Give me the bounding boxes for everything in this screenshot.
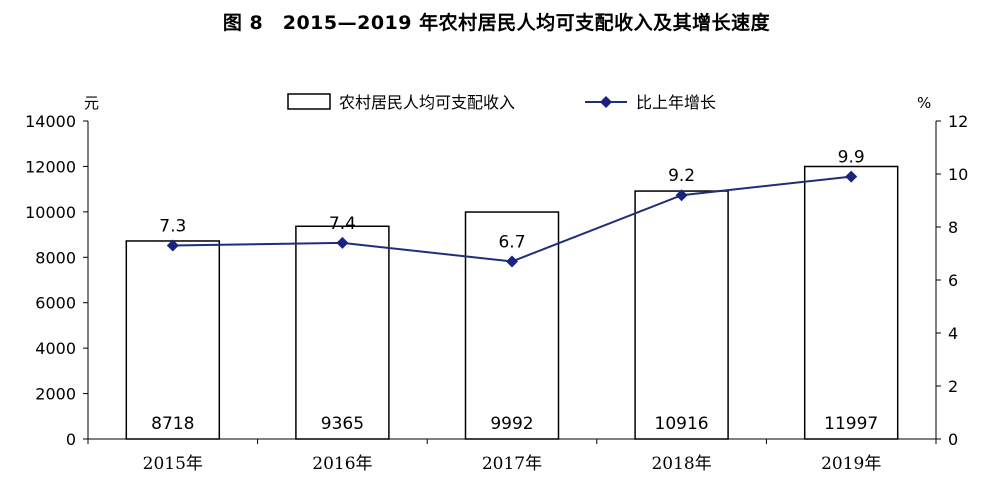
bar — [634, 190, 729, 440]
growth-value-label: 7.3 — [159, 217, 186, 237]
growth-labels: 7.3 7.4 6.7 9.2 9.9 — [159, 148, 864, 253]
right-tick-label: 6 — [948, 271, 958, 290]
bar-labels: 8718 9365 9992 10916 11997 — [151, 414, 878, 434]
bar-value-label: 8718 — [151, 414, 194, 434]
x-tick-label: 2019年 — [821, 454, 881, 474]
bar — [295, 225, 390, 440]
left-tick-label: 2000 — [35, 385, 76, 404]
bar-value-label: 9992 — [490, 414, 533, 434]
growth-point — [166, 239, 179, 252]
legend-bar-swatch — [287, 93, 331, 110]
bars — [125, 165, 899, 440]
growth-line — [166, 170, 858, 268]
left-tick-label: 14000 — [25, 112, 76, 131]
left-tick-label: 10000 — [25, 203, 76, 222]
axes: 0 2000 4000 6000 8000 10000 12000 14000 0 2 4 6 8 10 1… — [25, 94, 968, 474]
growth-value-label: 6.7 — [498, 232, 525, 252]
growth-point — [845, 170, 858, 183]
growth-value-label: 9.2 — [668, 166, 695, 186]
right-tick-label: 0 — [948, 430, 958, 449]
legend-line-marker — [600, 96, 612, 108]
left-tick-label: 0 — [66, 430, 76, 449]
left-axis-unit: 元 — [84, 94, 99, 112]
bar-value-label: 9365 — [321, 414, 364, 434]
x-tick-label: 2016年 — [312, 454, 372, 474]
bar-value-label: 10916 — [655, 414, 709, 434]
growth-value-label: 7.4 — [329, 214, 356, 234]
bar — [125, 240, 221, 440]
x-tick-label: 2015年 — [143, 454, 203, 474]
x-tick-label: 2018年 — [651, 454, 711, 474]
x-tick-label: 2017年 — [482, 454, 542, 474]
growth-point — [506, 255, 518, 268]
right-tick-label: 4 — [948, 324, 958, 343]
right-tick-label: 12 — [948, 112, 968, 131]
left-tick-label: 12000 — [25, 157, 76, 176]
right-tick-label: 2 — [948, 377, 958, 396]
legend-bar-label: 农村居民人均可支配收入 — [339, 93, 515, 112]
bar-value-label: 11997 — [824, 414, 878, 434]
left-tick-label: 4000 — [35, 339, 76, 358]
growth-value-label: 9.9 — [838, 148, 865, 168]
right-tick-label: 10 — [948, 165, 968, 184]
bar — [803, 165, 899, 440]
growth-point — [675, 189, 688, 202]
legend-line-label: 比上年增长 — [636, 93, 716, 112]
legend: 农村居民人均可支配收入 比上年增长 — [287, 93, 716, 112]
chart-title: 图 8 2015—2019 年农村居民人均可支配收入及其增长速度 — [222, 12, 771, 34]
left-tick-label: 6000 — [35, 294, 76, 313]
growth-point — [336, 236, 349, 249]
right-tick-label: 8 — [948, 218, 958, 237]
left-tick-label: 8000 — [35, 248, 76, 267]
right-axis-unit: % — [917, 94, 931, 112]
